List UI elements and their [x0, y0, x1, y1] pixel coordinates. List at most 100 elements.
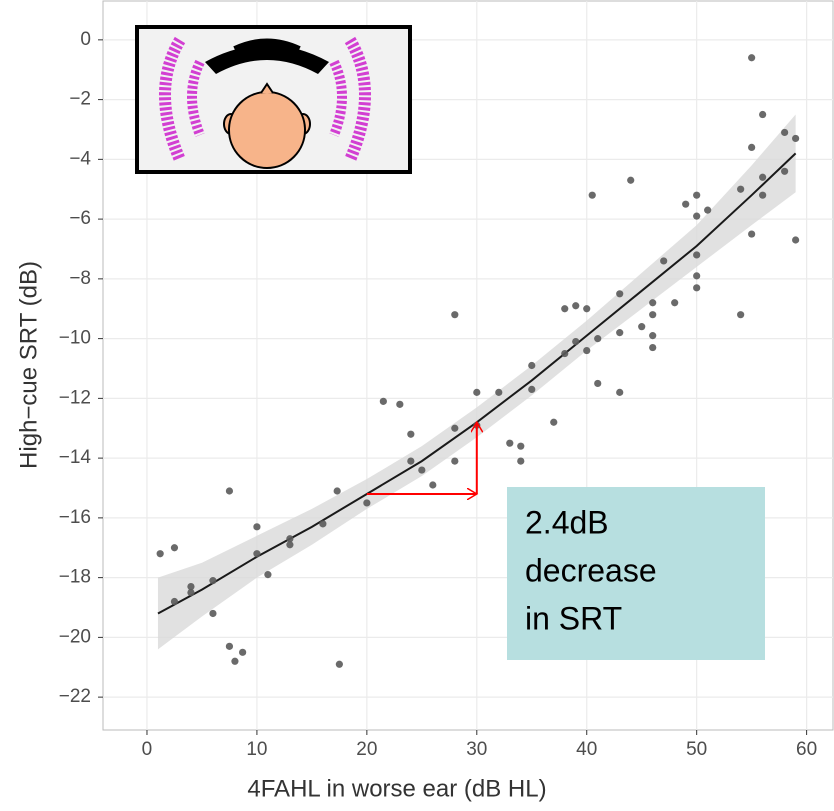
point [638, 323, 646, 331]
point [583, 305, 591, 313]
point [693, 191, 701, 199]
y-tick-label: −14 [59, 447, 92, 468]
point [225, 487, 234, 495]
point [748, 143, 756, 151]
point [253, 523, 261, 531]
point [451, 457, 459, 465]
point [748, 230, 756, 238]
point [627, 176, 635, 184]
point [550, 418, 558, 426]
point [517, 442, 525, 450]
point [187, 588, 195, 597]
point [649, 299, 657, 307]
point [451, 424, 459, 432]
point [396, 400, 404, 408]
x-tick-label: 40 [576, 739, 597, 760]
point [616, 388, 624, 396]
point [572, 302, 580, 310]
point [693, 212, 701, 220]
point [517, 457, 525, 465]
point [231, 657, 239, 665]
annotation-text: decrease [525, 552, 657, 588]
point [253, 550, 261, 558]
x-tick-label: 20 [356, 739, 377, 760]
point [333, 487, 341, 495]
point [156, 550, 164, 558]
point [682, 200, 690, 208]
point [239, 648, 247, 656]
y-tick-label: −10 [59, 328, 91, 349]
point [594, 335, 602, 343]
point [737, 311, 745, 319]
point [335, 660, 343, 668]
x-tick-label: 0 [142, 739, 153, 760]
y-axis-title: High−cue SRT (dB) [15, 261, 42, 469]
y-tick-label: −18 [59, 567, 91, 588]
point [225, 642, 234, 650]
y-tick-label: −8 [69, 268, 91, 289]
point [286, 535, 294, 543]
point [209, 609, 217, 618]
y-tick-label: −22 [59, 686, 91, 707]
point [759, 110, 767, 119]
point [737, 185, 745, 193]
point [649, 311, 657, 319]
point [407, 457, 415, 465]
annotation-text: in SRT [525, 600, 622, 636]
point [792, 134, 800, 143]
point [649, 343, 657, 352]
point [363, 499, 371, 507]
point [693, 251, 701, 259]
point [649, 332, 657, 340]
point [319, 520, 327, 528]
y-tick-label: −2 [69, 89, 91, 110]
point [660, 257, 668, 265]
point [451, 311, 459, 319]
point [671, 299, 679, 307]
point [286, 541, 294, 549]
point [588, 191, 596, 199]
point [187, 582, 195, 591]
point [572, 337, 580, 346]
point [209, 577, 217, 585]
point [759, 191, 767, 199]
x-tick-label: 30 [466, 739, 487, 760]
point [528, 361, 536, 370]
point [781, 128, 789, 137]
point [748, 54, 756, 62]
point [693, 284, 701, 292]
y-tick-label: −12 [59, 387, 91, 408]
point [170, 544, 179, 552]
annotation-text: 2.4dB [525, 504, 609, 540]
point [616, 329, 624, 337]
point [583, 346, 591, 355]
y-tick-label: −6 [69, 208, 91, 229]
point [264, 571, 272, 579]
point [792, 236, 800, 244]
y-tick-label: 0 [80, 29, 91, 50]
point [506, 439, 514, 447]
point [407, 430, 415, 438]
point [473, 388, 481, 396]
y-tick-label: −4 [69, 148, 91, 169]
point [759, 173, 767, 181]
point [495, 388, 503, 396]
point [594, 379, 602, 388]
point [561, 349, 569, 358]
point [528, 385, 536, 394]
annotation-box [507, 487, 765, 660]
y-tick-label: −16 [59, 507, 91, 528]
y-tick-label: −20 [59, 626, 91, 647]
point [781, 167, 789, 175]
point [616, 290, 624, 298]
point [704, 206, 712, 214]
x-tick-label: 50 [686, 739, 707, 760]
icon [135, 25, 412, 174]
point [561, 305, 569, 313]
confidence-band [157, 114, 796, 650]
x-tick-label: 10 [246, 739, 267, 760]
point [418, 466, 426, 474]
x-axis-title: 4FAHL in worse ear (dB HL) [247, 775, 546, 802]
point [429, 481, 437, 489]
